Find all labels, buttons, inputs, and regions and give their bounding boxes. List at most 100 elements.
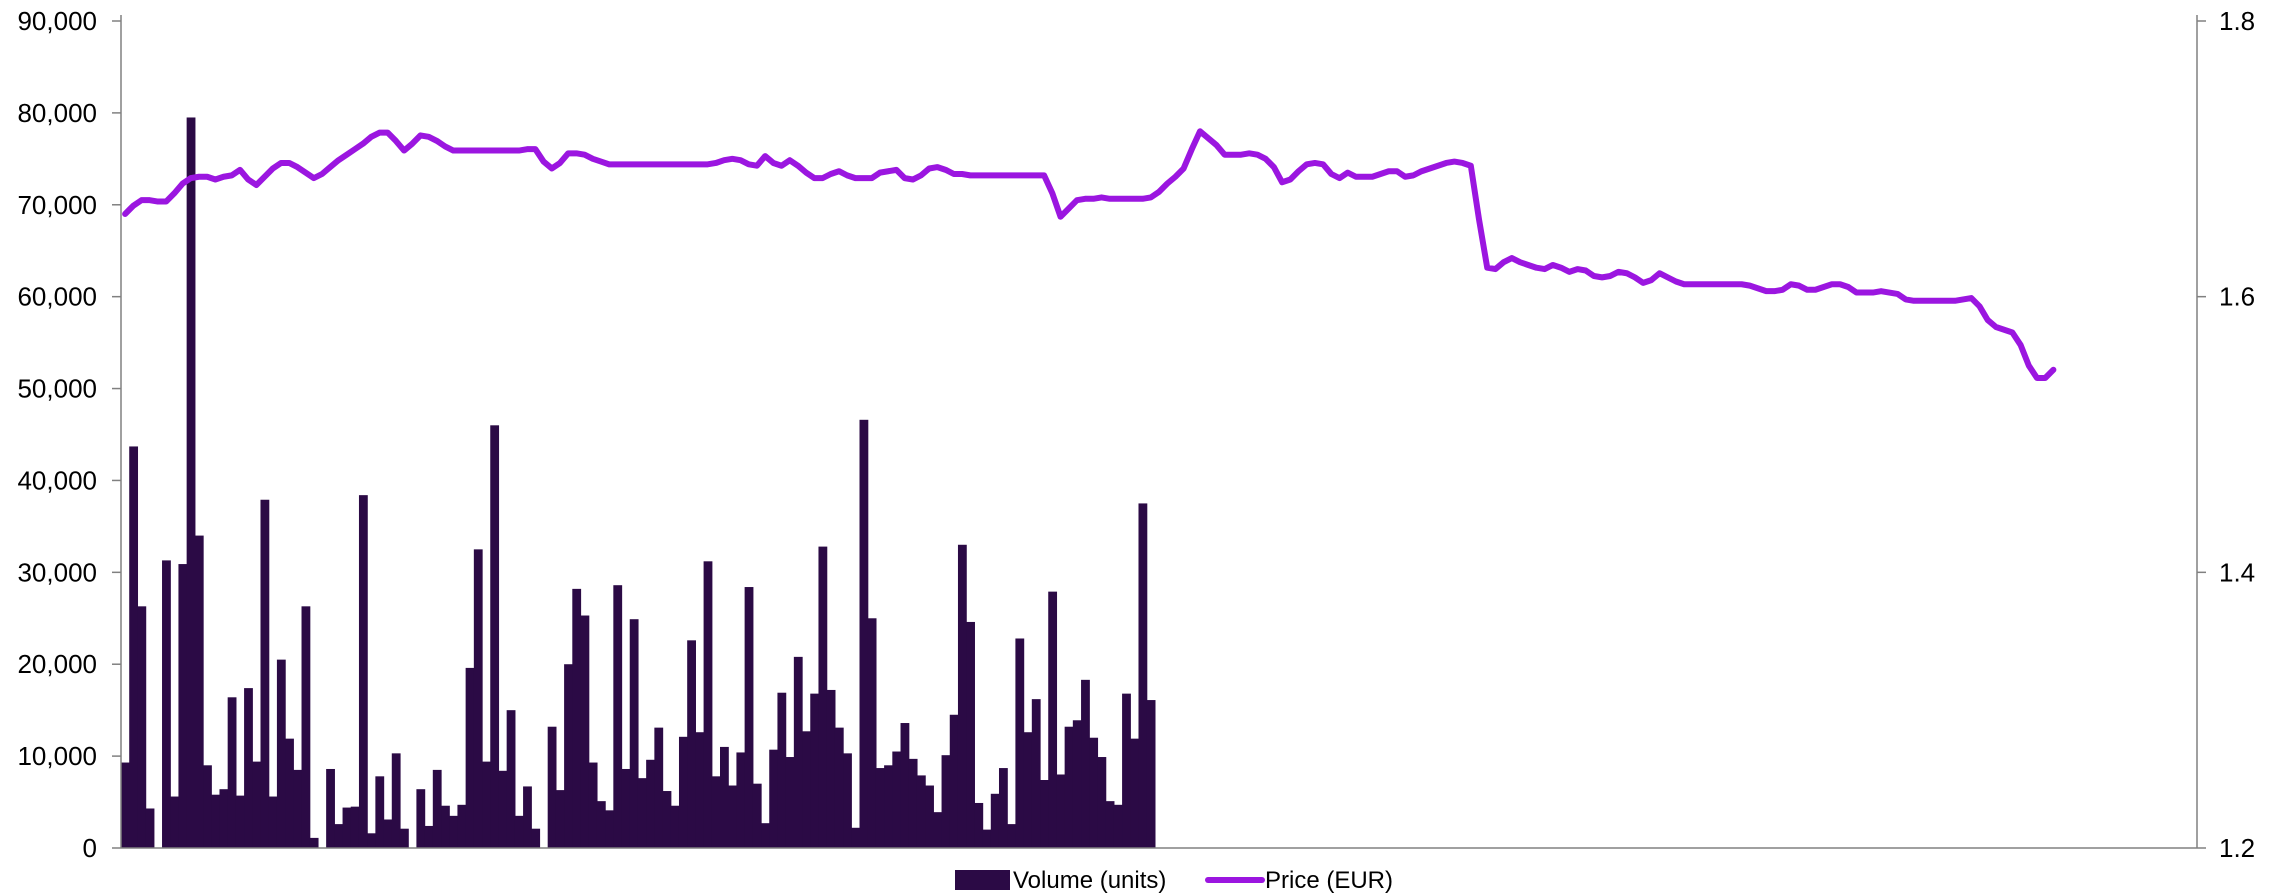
- volume-bar: [473, 549, 483, 848]
- volume-bar: [777, 692, 787, 848]
- volume-bar: [785, 757, 795, 848]
- volume-bar: [810, 693, 820, 848]
- left-tick-label: 10,000: [17, 741, 97, 771]
- legend-label-price: Price (EUR): [1265, 867, 1393, 894]
- volume-bar: [580, 615, 590, 848]
- volume-bar: [1097, 757, 1107, 848]
- volume-bar: [1031, 699, 1041, 848]
- volume-bar: [802, 731, 811, 848]
- price-line-layer: [122, 128, 2057, 381]
- volume-bar: [851, 827, 861, 848]
- volume-bar: [621, 768, 631, 848]
- volume-bar: [457, 804, 467, 848]
- volume-bar: [720, 746, 729, 848]
- volume-bar: [260, 499, 270, 848]
- volume-bar: [441, 805, 450, 848]
- volume-bar: [1023, 732, 1033, 848]
- right-tick-label: 1.4: [2219, 557, 2255, 587]
- volume-bar: [646, 759, 655, 848]
- volume-bar: [178, 564, 188, 848]
- volume-bar: [900, 723, 910, 848]
- volume-bar: [1146, 700, 1156, 848]
- volume-bar: [465, 667, 475, 848]
- volume-bar: [547, 726, 557, 848]
- volume-bar: [662, 791, 672, 848]
- volume-bar: [834, 727, 844, 848]
- legend-swatch-volume: [955, 870, 1010, 890]
- volume-bar: [998, 768, 1008, 848]
- left-tick-label: 0: [83, 833, 97, 863]
- volume-bar: [1007, 824, 1017, 848]
- axes: 0 10,000 20,000 30,000 40,000 50,000 60,000 70,…: [17, 6, 2255, 863]
- volume-bar: [1089, 737, 1099, 848]
- volume-bar: [358, 495, 368, 848]
- volume-bar: [703, 561, 713, 848]
- volume-bar: [432, 769, 442, 848]
- volume-bar: [596, 801, 606, 848]
- volume-bar: [572, 588, 582, 848]
- left-tick-label: 30,000: [17, 557, 97, 587]
- volume-bar: [629, 619, 639, 848]
- legend: Volume (units) Price (EUR): [955, 867, 1393, 894]
- volume-bar: [1138, 503, 1148, 848]
- volume-bar: [925, 785, 934, 848]
- volume-bar: [1081, 679, 1090, 848]
- volume-bar: [285, 738, 294, 848]
- right-tick-label: 1.6: [2219, 282, 2255, 312]
- volume-bar: [498, 770, 508, 848]
- volume-bar: [252, 761, 262, 848]
- volume-bar: [227, 697, 237, 848]
- volume-bar: [637, 778, 647, 848]
- volume-bar: [424, 825, 434, 848]
- price-line: [122, 128, 2057, 381]
- volume-bar: [908, 758, 918, 848]
- volume-bar: [744, 587, 754, 848]
- left-tick-label: 50,000: [17, 374, 97, 404]
- volume-bar: [145, 808, 155, 848]
- volume-bar: [678, 736, 688, 848]
- volume-bar: [367, 833, 376, 848]
- volume-bar: [892, 751, 902, 848]
- volume-bar: [1040, 780, 1049, 848]
- volume-bar: [843, 753, 852, 848]
- volume-bar: [588, 762, 598, 848]
- volume-bar: [974, 802, 984, 848]
- volume-bar: [186, 117, 196, 849]
- volume-bar: [826, 689, 836, 848]
- left-tick-label: 20,000: [17, 649, 97, 679]
- volume-bar: [342, 807, 352, 848]
- volume-bar: [121, 762, 130, 848]
- volume-bars: [121, 117, 1156, 849]
- volume-bar: [687, 640, 696, 848]
- volume-bar: [211, 794, 221, 848]
- volume-bar: [670, 805, 680, 848]
- volume-bar: [391, 753, 401, 848]
- volume-bar: [818, 546, 828, 848]
- volume-bar: [990, 793, 1000, 848]
- volume-bar: [490, 425, 500, 848]
- volume-bar: [1056, 774, 1066, 848]
- left-tick-label: 70,000: [17, 190, 97, 220]
- volume-bar: [219, 789, 229, 848]
- volume-bar: [531, 828, 541, 848]
- volume-bar: [482, 761, 491, 848]
- volume-bar: [235, 795, 245, 848]
- volume-bar: [711, 776, 721, 848]
- volume-bar: [350, 806, 360, 848]
- volume-bar: [137, 606, 147, 848]
- volume-bar: [326, 768, 335, 848]
- volume-bar: [613, 585, 623, 848]
- left-tick-label: 80,000: [17, 98, 97, 128]
- volume-bar: [194, 535, 204, 848]
- volume-bar: [416, 789, 426, 848]
- volume-bar: [506, 710, 516, 848]
- volume-bar: [162, 560, 171, 848]
- volume-bar: [449, 815, 459, 848]
- volume-bar: [244, 688, 253, 848]
- volume-bar: [564, 664, 573, 848]
- volume-bar: [301, 606, 311, 848]
- volume-bar: [982, 829, 992, 848]
- volume-bar: [1064, 726, 1074, 848]
